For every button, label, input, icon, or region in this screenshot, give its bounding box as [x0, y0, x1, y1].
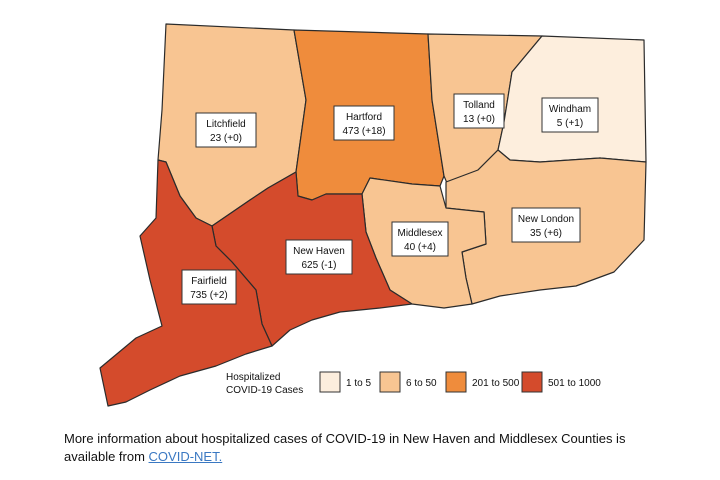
label-hartford: Hartford 473 (+18) — [333, 105, 395, 141]
label-new-haven-name: New Haven — [293, 246, 345, 257]
label-hartford-name: Hartford — [346, 112, 382, 123]
label-tolland-name: Tolland — [463, 100, 495, 111]
label-windham-name: Windham — [549, 104, 591, 115]
label-fairfield: Fairfield 735 (+2) — [181, 269, 237, 305]
legend-title-line2: COVID-19 Cases — [226, 385, 303, 396]
legend-label-501-to-1000: 501 to 1000 — [548, 378, 601, 389]
label-tolland: Tolland 13 (+0) — [453, 93, 505, 129]
label-fairfield-name: Fairfield — [191, 276, 227, 287]
label-hartford-value: 473 (+18) — [342, 126, 385, 137]
label-new-haven: New Haven 625 (-1) — [285, 239, 353, 275]
label-litchfield-value: 23 (+0) — [210, 133, 242, 144]
footer-note: More information about hospitalized case… — [64, 430, 664, 466]
legend-swatch-1-to-5 — [319, 371, 341, 393]
legend-label-6-to-50: 6 to 50 — [406, 378, 437, 389]
legend-swatch-6-to-50 — [379, 371, 401, 393]
label-windham-value: 5 (+1) — [557, 118, 583, 129]
label-middlesex: Middlesex 40 (+4) — [391, 221, 449, 257]
connecticut-county-map: Litchfield 23 (+0) Hartford 473 (+18) To… — [99, 23, 647, 407]
covid-net-link[interactable]: COVID-NET. — [148, 449, 223, 464]
label-fairfield-value: 735 (+2) — [190, 290, 228, 301]
legend-swatch-201-to-500 — [445, 371, 467, 393]
legend-title-line1: Hospitalized — [226, 372, 280, 383]
label-middlesex-value: 40 (+4) — [404, 242, 436, 253]
label-windham: Windham 5 (+1) — [541, 97, 599, 133]
map-legend: Hospitalized COVID-19 Cases 1 to 5 6 to … — [226, 371, 601, 396]
label-new-london: New London 35 (+6) — [511, 207, 581, 243]
label-litchfield-name: Litchfield — [206, 119, 245, 130]
label-new-london-name: New London — [518, 214, 574, 225]
map-svg: Litchfield 23 (+0) Hartford 473 (+18) To… — [99, 23, 647, 407]
label-new-haven-value: 625 (-1) — [301, 260, 336, 271]
footer-text: More information about hospitalized case… — [64, 431, 626, 464]
legend-label-1-to-5: 1 to 5 — [346, 378, 371, 389]
legend-label-201-to-500: 201 to 500 — [472, 378, 520, 389]
label-middlesex-name: Middlesex — [397, 228, 442, 239]
legend-swatch-501-to-1000 — [521, 371, 543, 393]
label-tolland-value: 13 (+0) — [463, 114, 495, 125]
label-new-london-value: 35 (+6) — [530, 228, 562, 239]
label-litchfield: Litchfield 23 (+0) — [195, 112, 257, 148]
